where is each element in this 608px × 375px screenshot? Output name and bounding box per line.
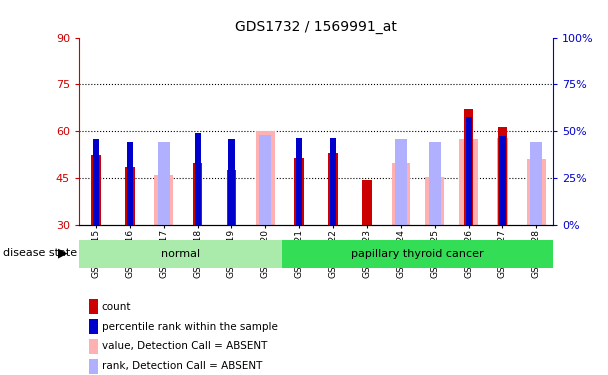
- Text: rank, Detection Call = ABSENT: rank, Detection Call = ABSENT: [102, 361, 262, 371]
- Bar: [158, 142, 170, 225]
- Text: value, Detection Call = ABSENT: value, Detection Call = ABSENT: [102, 342, 267, 351]
- Bar: [426, 177, 444, 225]
- Bar: [282, 240, 553, 268]
- Bar: [195, 133, 201, 225]
- Bar: [527, 159, 545, 225]
- Bar: [459, 139, 478, 225]
- Bar: [464, 110, 474, 225]
- Text: papillary thyroid cancer: papillary thyroid cancer: [351, 249, 484, 259]
- Bar: [79, 240, 282, 268]
- Bar: [256, 131, 275, 225]
- Text: percentile rank within the sample: percentile rank within the sample: [102, 322, 277, 332]
- Bar: [260, 135, 271, 225]
- Text: normal: normal: [161, 249, 200, 259]
- Title: GDS1732 / 1569991_at: GDS1732 / 1569991_at: [235, 20, 397, 34]
- Text: ▶: ▶: [58, 247, 67, 259]
- Bar: [395, 139, 407, 225]
- Bar: [125, 167, 134, 225]
- Bar: [296, 138, 302, 225]
- Bar: [89, 339, 98, 354]
- Bar: [89, 319, 98, 334]
- Bar: [193, 162, 202, 225]
- Bar: [89, 300, 98, 314]
- Bar: [229, 139, 235, 225]
- Text: count: count: [102, 302, 131, 312]
- Bar: [362, 180, 371, 225]
- Bar: [93, 139, 99, 225]
- Bar: [499, 136, 505, 225]
- Bar: [127, 142, 133, 225]
- Bar: [497, 138, 508, 225]
- Text: disease state: disease state: [3, 248, 77, 258]
- Bar: [227, 170, 237, 225]
- Bar: [154, 175, 173, 225]
- Bar: [429, 142, 441, 225]
- Bar: [466, 117, 472, 225]
- Bar: [91, 154, 101, 225]
- Bar: [89, 359, 98, 374]
- Bar: [530, 142, 542, 225]
- Bar: [328, 153, 338, 225]
- Bar: [498, 127, 507, 225]
- Bar: [294, 158, 304, 225]
- Bar: [392, 162, 410, 225]
- Bar: [330, 138, 336, 225]
